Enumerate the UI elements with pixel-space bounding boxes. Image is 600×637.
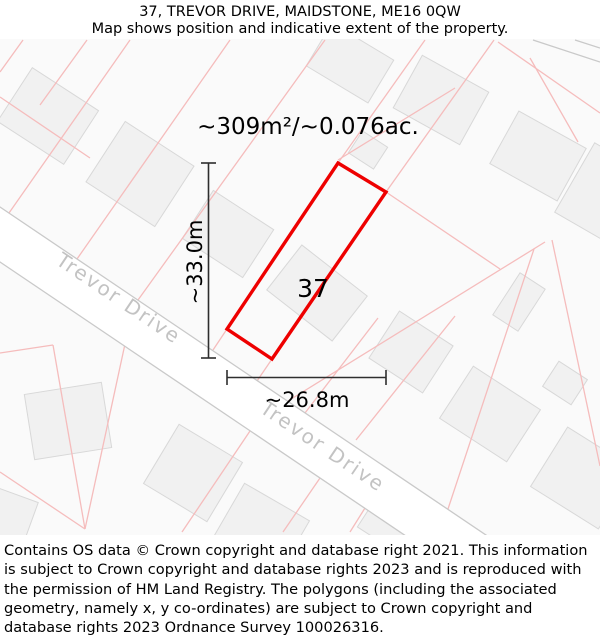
building: [392, 54, 490, 146]
building: [347, 130, 389, 170]
copyright-text: Contains OS data © Crown copyright and d…: [4, 542, 588, 637]
building: [23, 381, 113, 461]
building: [438, 365, 542, 463]
building: [492, 272, 546, 332]
map-header: 37, TREVOR DRIVE, MAIDSTONE, ME16 0QW Ma…: [0, 0, 600, 39]
building: [213, 482, 311, 535]
building: [0, 66, 100, 166]
area-label: ~309m²/~0.076ac.: [197, 114, 419, 140]
building: [489, 110, 587, 202]
property-boundary: [224, 160, 389, 362]
road-edge: [0, 206, 488, 535]
building: [554, 142, 600, 248]
building: [0, 483, 39, 535]
page-subtitle: Map shows position and indicative extent…: [91, 21, 509, 37]
road-edge: [0, 261, 406, 535]
building: [368, 310, 454, 394]
width-dimension-label: ~26.8m: [265, 388, 350, 412]
height-dimension-label: ~33.0m: [183, 220, 207, 305]
building: [85, 120, 195, 228]
building: [142, 423, 244, 523]
height-dimension: [201, 162, 216, 359]
building: [529, 426, 600, 530]
map-canvas: Trevor Drive Trevor Drive ~309m²/~0.076a…: [0, 39, 600, 535]
building: [541, 360, 589, 406]
corner-building-edges: [532, 39, 600, 63]
building: [305, 39, 395, 104]
page-title: 37, TREVOR DRIVE, MAIDSTONE, ME16 0QW: [139, 4, 461, 20]
building: [181, 189, 275, 279]
map-footer: Contains OS data © Crown copyright and d…: [0, 535, 600, 636]
plot-number-label: 37: [297, 274, 329, 303]
parcel-boundary-lines: [0, 39, 600, 533]
width-dimension: [226, 370, 387, 385]
